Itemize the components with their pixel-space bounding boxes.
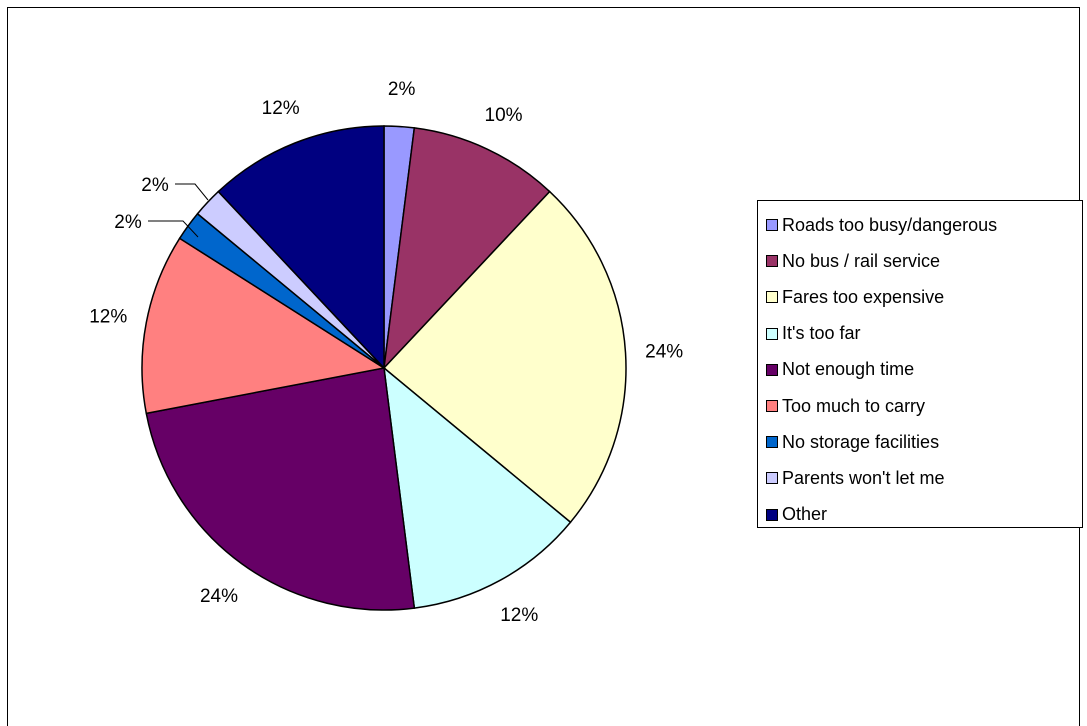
- data-label: 2%: [388, 79, 416, 100]
- data-label: 10%: [485, 105, 523, 126]
- legend-label: It's too far: [782, 323, 861, 344]
- pie-slice-fares-too-expensive: [382, 190, 627, 524]
- legend-swatch: [766, 327, 778, 340]
- data-label: 24%: [645, 341, 683, 362]
- legend-item: Not enough time: [766, 358, 914, 382]
- pie-slice-too-much-to-carry: [141, 237, 387, 415]
- legend-item: Other: [766, 503, 827, 527]
- legend-swatch: [766, 400, 778, 412]
- legend-label: No bus / rail service: [782, 250, 941, 271]
- data-label: 12%: [89, 306, 127, 327]
- data-label: 24%: [200, 586, 238, 607]
- legend-label: Too much to carry: [782, 395, 926, 416]
- data-label: 12%: [262, 98, 300, 119]
- legend-item: No storage facilities: [766, 430, 939, 454]
- pie-slice-not-enough-time: [145, 367, 416, 611]
- leader-line: [175, 183, 209, 201]
- pie-slices: [141, 125, 627, 611]
- legend-item: Fares too expensive: [766, 285, 944, 309]
- pie-slice-other: [217, 125, 385, 370]
- data-labels: 2% 10% 24% 12% 24% 12% 2% 2% 12%: [89, 79, 683, 626]
- legend-swatch: [766, 219, 778, 231]
- legend: Roads too busy/dangerous No bus / rail se…: [757, 200, 1083, 528]
- legend-swatch: [766, 291, 778, 304]
- legend-label: Roads too busy/dangerous: [782, 214, 998, 235]
- pie-slice-it-s-too-far: [383, 366, 572, 609]
- legend-item: Parents won't let me: [766, 466, 945, 490]
- data-label: 2%: [141, 175, 169, 196]
- legend-swatch: [766, 255, 778, 268]
- legend-label: Other: [782, 504, 828, 525]
- legend-swatch: [766, 508, 778, 521]
- legend-item: No bus / rail service: [766, 249, 940, 273]
- legend-swatch: [766, 436, 778, 449]
- leader-lines: [148, 183, 209, 238]
- data-label: 12%: [500, 605, 538, 626]
- legend-swatch: [766, 363, 778, 376]
- legend-swatch: [766, 472, 778, 485]
- legend-label: Parents won't let me: [782, 467, 945, 488]
- data-label: 2%: [114, 212, 142, 233]
- leader-line: [148, 220, 199, 238]
- legend-item: Too much to carry: [766, 394, 925, 418]
- pie-slice-no-bus-rail-service: [382, 127, 551, 371]
- legend-label: Fares too expensive: [782, 286, 945, 307]
- legend-label: No storage facilities: [782, 431, 940, 452]
- legend-item: It's too far: [766, 322, 860, 346]
- legend-item: Roads too busy/dangerous: [766, 213, 997, 237]
- legend-label: Not enough time: [782, 359, 915, 380]
